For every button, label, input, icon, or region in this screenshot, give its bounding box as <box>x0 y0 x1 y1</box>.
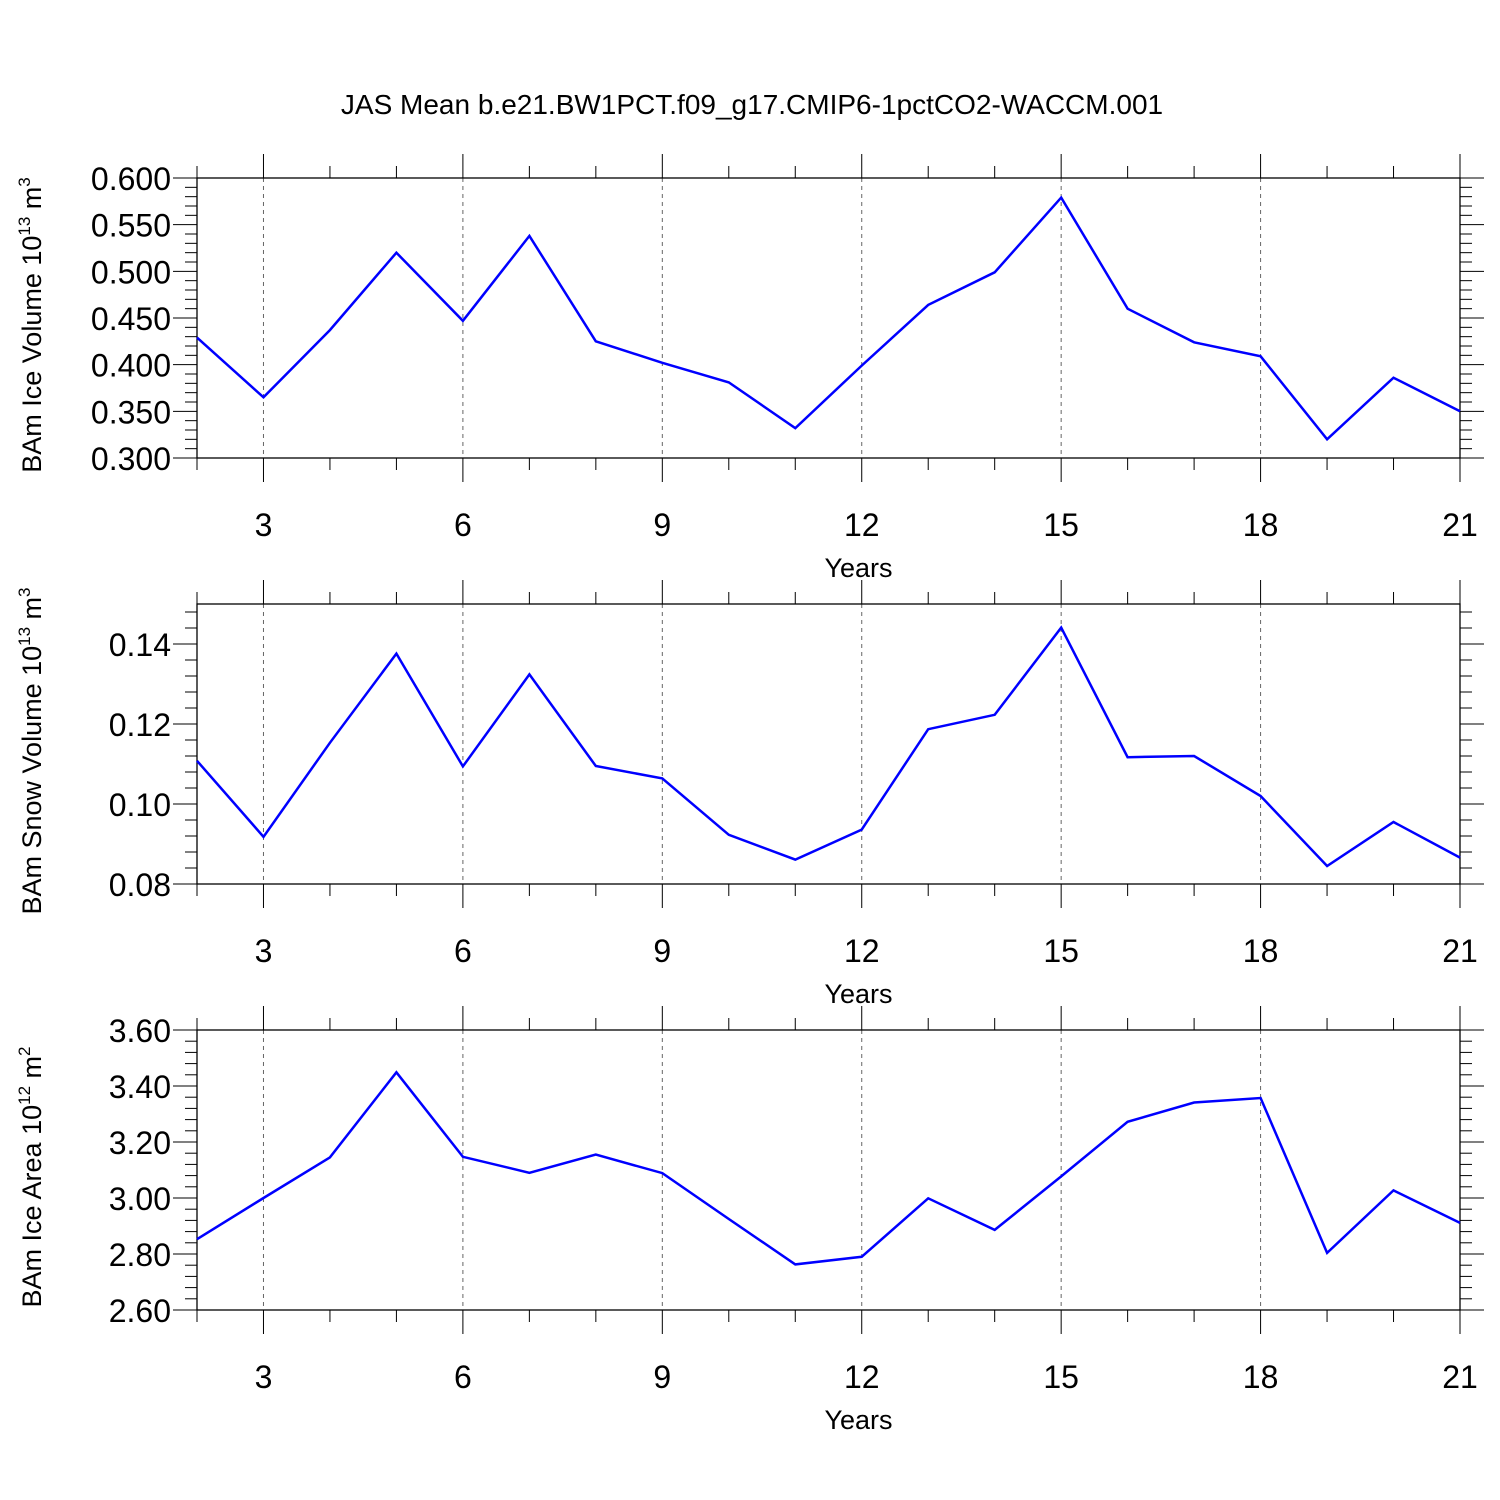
y-axis-label-unit-exponent: 2 <box>15 1047 34 1056</box>
y-tick-label: 0.400 <box>91 348 171 384</box>
y-axis-label-unit: m <box>17 597 47 627</box>
x-tick-label: 6 <box>454 507 472 543</box>
y-axis-label: BAm Ice Area 1012 m2 <box>15 1047 47 1308</box>
y-tick-label: 0.08 <box>109 867 171 903</box>
x-tick-label: 12 <box>844 507 880 543</box>
x-tick-label: 18 <box>1243 1359 1279 1395</box>
y-tick-label: 0.450 <box>91 301 171 337</box>
x-tick-label: 21 <box>1442 933 1478 969</box>
y-tick-label: 3.20 <box>109 1125 171 1161</box>
x-tick-label: 9 <box>653 507 671 543</box>
x-tick-label: 3 <box>255 933 273 969</box>
y-axis-label-unit: m <box>17 1056 47 1086</box>
y-tick-label: 0.550 <box>91 208 171 244</box>
plot-frame <box>196 177 1461 459</box>
y-axis-label-unit-exponent: 3 <box>15 587 34 596</box>
x-tick-label: 18 <box>1243 507 1279 543</box>
x-tick-label: 6 <box>454 1359 472 1395</box>
chart-title: JAS Mean b.e21.BW1PCT.f09_g17.CMIP6-1pct… <box>341 89 1163 120</box>
x-tick-label: 18 <box>1243 933 1279 969</box>
y-tick-label: 0.12 <box>109 707 171 743</box>
y-tick-label: 0.500 <box>91 254 171 290</box>
y-tick-label: 0.300 <box>91 441 171 477</box>
x-axis-label: Years <box>824 553 892 583</box>
panel-snow-volume: 0.08 0.10 0.12 0.14 3 6 9 12 15 18 21 Years BAm Snow… <box>15 580 1484 1009</box>
y-tick-label: 3.00 <box>109 1181 171 1217</box>
y-tick-label: 3.60 <box>109 1013 171 1049</box>
y-tick-label: 2.80 <box>109 1237 171 1273</box>
panel-ice-volume: 0.300 0.350 0.400 0.450 0.500 0.550 0.600 3 6 9 12… <box>15 154 1484 583</box>
x-tick-label: 21 <box>1442 1359 1478 1395</box>
y-axis-label-main: BAm Snow Volume 10 <box>17 646 47 915</box>
y-axis-label: BAm Ice Volume 1013 m3 <box>15 177 47 473</box>
y-axis-label-main: BAm Ice Volume 10 <box>17 236 47 473</box>
x-tick-label: 3 <box>255 507 273 543</box>
series-line <box>196 1070 1461 1266</box>
y-axis-label-exponent: 13 <box>15 217 34 236</box>
y-tick-label: 0.600 <box>91 161 171 197</box>
x-tick-label: 15 <box>1043 507 1079 543</box>
y-tick-label: 0.14 <box>109 627 171 663</box>
x-tick-label: 15 <box>1043 1359 1079 1395</box>
x-axis-label: Years <box>824 1405 892 1435</box>
y-axis-label: BAm Snow Volume 1013 m3 <box>15 587 47 914</box>
panel-ice-area: 2.60 2.80 3.00 3.20 3.40 3.60 3 6 9 12 15 18 21 Years… <box>15 1006 1484 1435</box>
series-line <box>196 625 1461 868</box>
y-axis-label-exponent: 12 <box>15 1086 34 1105</box>
x-tick-label: 21 <box>1442 507 1478 543</box>
x-tick-label: 9 <box>653 1359 671 1395</box>
y-axis-label-exponent: 13 <box>15 627 34 646</box>
x-tick-label: 15 <box>1043 933 1079 969</box>
y-tick-label: 0.350 <box>91 394 171 430</box>
x-axis-label: Years <box>824 979 892 1009</box>
y-tick-label: 0.10 <box>109 787 171 823</box>
plot-frame <box>196 603 1461 885</box>
plot-frame <box>196 1029 1461 1311</box>
series-line <box>196 195 1461 442</box>
y-axis-label-unit-exponent: 3 <box>15 177 34 186</box>
x-tick-label: 12 <box>844 1359 880 1395</box>
y-axis-label-unit: m <box>17 187 47 217</box>
y-tick-label: 3.40 <box>109 1069 171 1105</box>
x-tick-label: 3 <box>255 1359 273 1395</box>
y-axis-label-main: BAm Ice Area 10 <box>17 1105 47 1308</box>
y-tick-label: 2.60 <box>109 1293 171 1329</box>
x-tick-label: 6 <box>454 933 472 969</box>
x-tick-label: 12 <box>844 933 880 969</box>
x-tick-label: 9 <box>653 933 671 969</box>
